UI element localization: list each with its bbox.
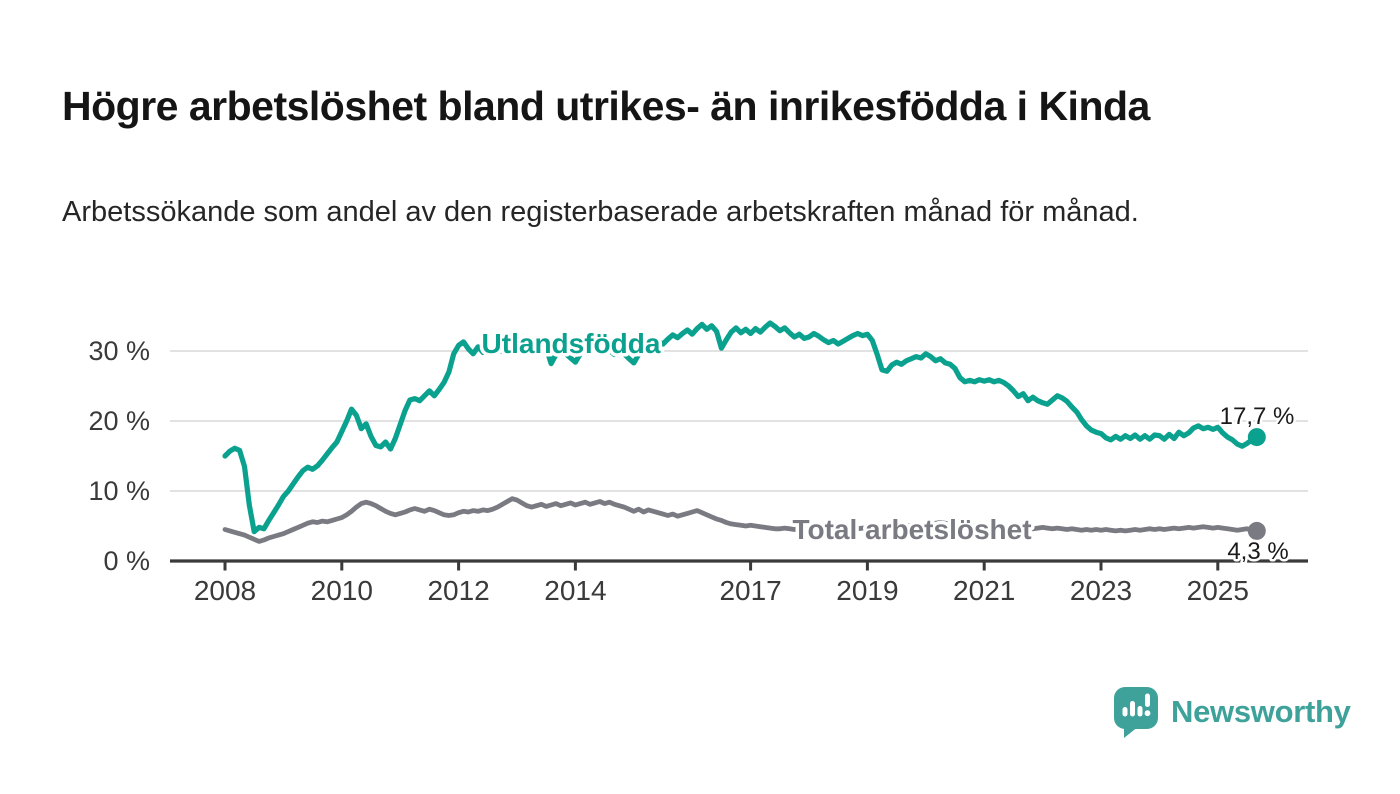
series-end-dot-utlandsfodda: [1247, 428, 1266, 447]
x-axis-tick-label: 2025: [1187, 575, 1249, 606]
logo-bar-chart-glyph: [1122, 693, 1151, 717]
page-subtitle: Arbetssökande som andel av den registerb…: [62, 196, 1139, 228]
newsworthy-logo-icon: [1114, 687, 1158, 738]
x-axis-tick-label: 2014: [544, 575, 606, 606]
y-axis-tick-label: 10 %: [88, 476, 150, 506]
x-axis-tick-label: 2012: [427, 575, 489, 606]
x-axis-tick-label: 2008: [194, 575, 256, 606]
page-title: Högre arbetslöshet bland utrikes- än inr…: [62, 83, 1150, 130]
series-label-total: Total arbetslöshet: [792, 514, 1031, 545]
unemployment-line-chart: 0 % 10 % 20 % 30 % 2008 2010 2012 2014 2017 2019 2…: [88, 320, 1308, 606]
x-axis-tick-label: 2010: [311, 575, 373, 606]
y-axis-tick-label: 20 %: [88, 406, 150, 436]
x-axis-tick-label: 2023: [1070, 575, 1132, 606]
series-label-utlandsfodda: Utlandsfödda: [482, 328, 661, 359]
chart-area: 0 % 10 % 20 % 30 % 2008 2010 2012 2014 2017 2019 2…: [60, 290, 1340, 620]
series-line-utlandsfodda: [222, 320, 1260, 535]
newsworthy-logo: Newsworthy: [1112, 686, 1351, 738]
y-axis-tick-label: 30 %: [88, 336, 150, 366]
newsworthy-wordmark: Newsworthy: [1171, 694, 1351, 729]
series-line-total: [222, 496, 1260, 544]
series-end-dot-total: [1247, 521, 1266, 540]
x-axis-tick-label: 2017: [719, 575, 781, 606]
logo-speech-bubble: [1114, 687, 1158, 729]
series-end-value-label: 4,3 %: [1227, 538, 1288, 565]
x-axis-tick-label: 2019: [836, 575, 898, 606]
x-axis-tick-label: 2021: [953, 575, 1015, 606]
series-end-value-label: 17,7 %: [1220, 403, 1295, 430]
y-axis-tick-label: 0 %: [103, 546, 150, 576]
logo-speech-bubble-tail: [1124, 726, 1139, 738]
